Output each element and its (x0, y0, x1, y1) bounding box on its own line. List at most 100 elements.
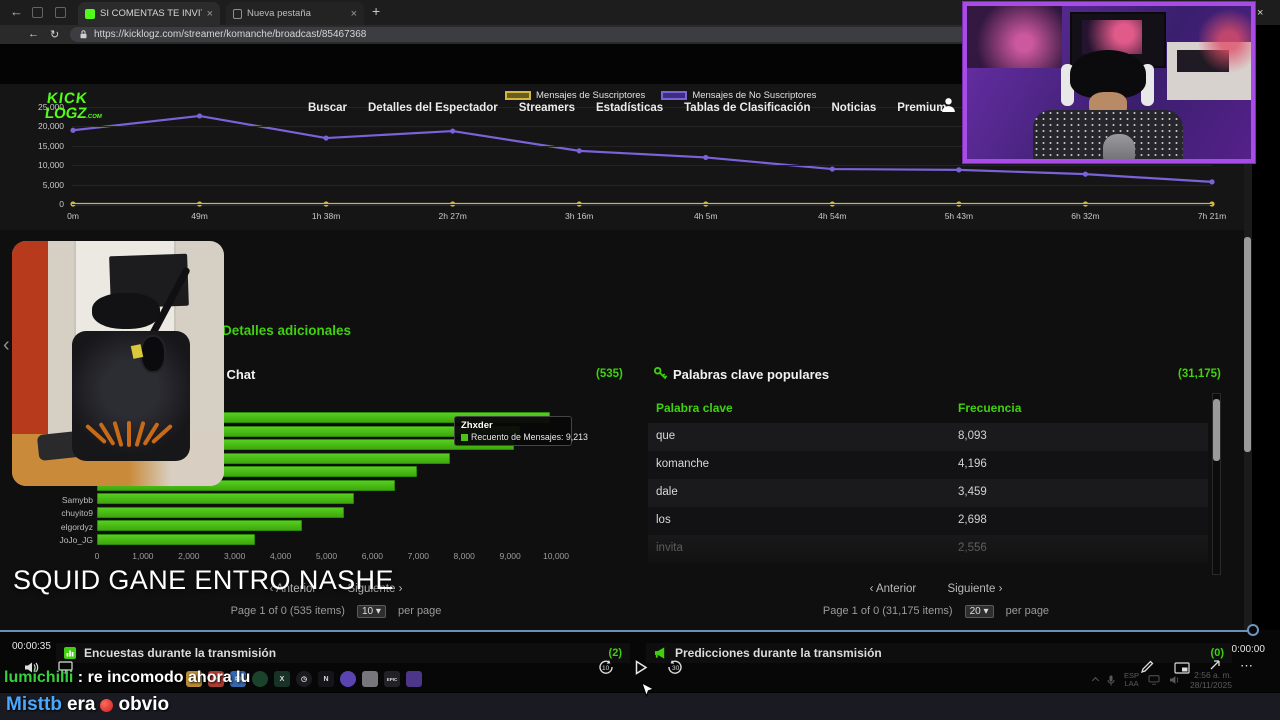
theater-mode-icon[interactable] (58, 661, 73, 679)
pagination: ‹ Anterior Siguiente › (40, 583, 632, 595)
prev-page-button[interactable]: ‹ Anterior (269, 583, 317, 595)
x-tick-label: 6h 32m (1071, 211, 1100, 221)
pagination: ‹ Anterior Siguiente › (640, 583, 1232, 595)
y-tick-label: 10,000 (38, 160, 64, 171)
table-row: dale 3,459 (648, 479, 1208, 507)
carousel-prev-icon[interactable]: ‹ (3, 334, 10, 356)
bar-label: Samybb (61, 494, 93, 505)
legend-nonsubscribers[interactable]: Mensajes de No Suscriptores (661, 90, 816, 101)
nav-item-tablas-de-clasificaci-n[interactable]: Tablas de Clasificación (684, 102, 811, 114)
edit-icon[interactable] (1140, 660, 1154, 679)
next-page-button[interactable]: Siguiente › (947, 583, 1003, 595)
prev-page-button[interactable]: ‹ Anterior (869, 583, 917, 595)
chat-user-bar[interactable] (97, 533, 255, 545)
volume-icon[interactable] (24, 661, 39, 679)
account-avatar-icon[interactable] (940, 96, 957, 118)
data-point[interactable] (829, 166, 835, 172)
data-point[interactable] (703, 154, 709, 161)
history-back-icon[interactable]: ← (10, 4, 23, 19)
table-row: komanche 4,196 (648, 451, 1208, 479)
x-tick-label: 0m (67, 211, 79, 221)
chair-webcam-overlay (12, 241, 224, 486)
ghost-display-icon (1148, 675, 1160, 685)
polls-section-header[interactable]: Encuestas durante la transmisión (2) (56, 643, 630, 663)
y-tick-label: 5,000 (42, 179, 64, 190)
tab-list-icon[interactable] (55, 7, 66, 18)
ghost-app-tv-icon (406, 671, 422, 687)
data-point[interactable] (956, 167, 962, 173)
nav-item-estad-sticas[interactable]: Estadísticas (596, 102, 664, 114)
data-point[interactable] (576, 148, 582, 154)
data-point[interactable] (1209, 179, 1215, 185)
tab-search-icon[interactable] (32, 7, 43, 18)
page-favicon (233, 8, 242, 19)
bar-x-tick-label: 5,000 (315, 551, 338, 561)
column-header-frequency[interactable]: Frecuencia (958, 401, 1022, 415)
y-tick-label: 25,000 (38, 102, 64, 112)
more-options-icon[interactable]: ⋯ (1240, 658, 1253, 673)
data-point[interactable] (323, 135, 329, 141)
frequency-cell: 4,196 (958, 458, 987, 470)
pagination-info: Page 1 of 0 (535 items) 10 ▾ per page (230, 605, 442, 618)
fullscreen-icon[interactable] (1208, 658, 1222, 677)
y-tick-label: 15,000 (38, 140, 64, 151)
table-scrollbar-thumb[interactable] (1213, 399, 1220, 461)
data-point[interactable] (450, 128, 456, 134)
tab-close-icon[interactable]: × (350, 7, 357, 20)
address-bar[interactable]: https://kicklogz.com/streamer/komanche/b… (70, 27, 1220, 42)
nav-item-streamers[interactable]: Streamers (518, 102, 576, 114)
page-scrollbar-thumb[interactable] (1244, 237, 1251, 452)
bar-x-tick-label: 0 (94, 551, 100, 561)
per-page-select[interactable]: 20 ▾ (964, 605, 994, 618)
x-tick-label: 4h 5m (693, 211, 718, 221)
reload-icon[interactable]: ↻ (50, 29, 60, 41)
seek-bar[interactable] (0, 630, 1248, 632)
new-tab-button[interactable]: + (372, 3, 381, 19)
chat-emote-icon (100, 698, 114, 712)
ghost-app-excel-icon: X (274, 671, 290, 687)
ghost-app-epic-icon: EPIC (384, 671, 400, 687)
predictions-section-header[interactable]: Predicciones durante la transmisión (0) (646, 643, 1232, 663)
chat-user-bar[interactable] (97, 506, 344, 518)
forward-30-icon[interactable]: 30 (666, 659, 683, 679)
stream-headline-overlay: SQUID GANE ENTRO NASHE (13, 565, 394, 595)
next-page-button[interactable]: Siguiente › (347, 583, 403, 595)
kicklogz-logo[interactable]: KICK LOGZ.COM (43, 90, 103, 122)
ghost-taskbar-apps: + ✉ X ◷ N EPIC (186, 671, 422, 687)
nav-item-buscar[interactable]: Buscar (308, 102, 347, 114)
seek-handle[interactable] (1247, 624, 1259, 636)
column-header-keyword[interactable]: Palabra clave (656, 401, 733, 415)
data-point[interactable] (1209, 201, 1215, 207)
data-point[interactable] (1082, 171, 1089, 177)
browser-tab-newtab[interactable]: Nueva pestaña × (226, 2, 364, 25)
per-page-select[interactable]: 10 ▾ (356, 605, 386, 618)
nav-item-premium[interactable]: Premium (897, 102, 947, 114)
data-point[interactable] (196, 113, 203, 119)
back-icon[interactable]: ← (28, 28, 39, 40)
nav-item-noticias[interactable]: Noticias (831, 102, 877, 114)
chat-user-bar[interactable] (97, 493, 355, 504)
data-point[interactable] (70, 127, 76, 133)
browser-tab-active[interactable]: SI COMENTAS TE INVITO A LOS S × (78, 2, 220, 25)
table-scrollbar[interactable] (1212, 393, 1221, 575)
tooltip-swatch (461, 433, 468, 441)
chat-user-bar[interactable] (97, 520, 303, 531)
panel-title: Palabras clave populares (673, 367, 830, 382)
close-button[interactable]: × (1256, 6, 1264, 19)
elapsed-time: 00:00:35 (12, 641, 51, 652)
chart-legend: Mensajes de Suscriptores Mensajes de No … (505, 90, 816, 101)
frequency-cell: 3,459 (958, 486, 987, 498)
pip-icon[interactable] (1174, 661, 1190, 679)
tab-close-icon[interactable]: × (206, 7, 213, 20)
rewind-10-icon[interactable]: 10 (598, 659, 615, 679)
remaining-time: 00:00:00 (1226, 644, 1265, 655)
chat-username: Misttb (6, 694, 62, 715)
nav-item-detalles-del-espectador[interactable]: Detalles del Espectador (368, 102, 498, 114)
x-tick-label: 49m (191, 211, 208, 221)
url-text: https://kicklogz.com/streamer/komanche/b… (94, 29, 367, 40)
play-icon[interactable] (634, 660, 648, 680)
poll-icon (64, 647, 76, 659)
legend-subscribers[interactable]: Mensajes de Suscriptores (505, 90, 645, 101)
bar-tooltip: Zhxder Recuento de Mensajes: 9,213 (454, 416, 588, 446)
